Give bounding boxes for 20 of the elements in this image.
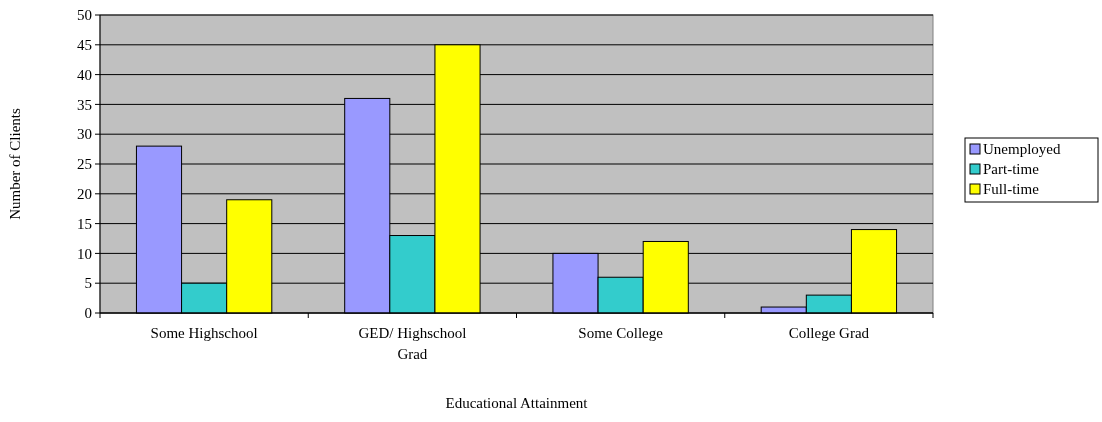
y-tick-label: 0 [84, 305, 92, 322]
x-tick-label: Some College [578, 325, 664, 341]
x-tick-label: GED/ Highschool Grad [358, 325, 467, 362]
y-tick-label: 5 [84, 275, 92, 292]
y-tick-label: 20 [77, 186, 92, 203]
y-tick-label: 15 [77, 215, 92, 232]
y-tick-label: 45 [77, 37, 92, 54]
legend-label: Full-time [983, 181, 1040, 198]
x-tick-label: Some Highschool [150, 325, 258, 341]
x-axis-title: Educational Attainment [445, 395, 589, 411]
y-tick-label: 35 [77, 96, 92, 113]
y-tick-label: 10 [77, 245, 92, 262]
legend-label: Part-time [983, 161, 1040, 178]
legend-label: Unemployed [983, 141, 1061, 158]
y-axis-title: Number of Clients [7, 108, 23, 220]
y-tick-label: 30 [77, 126, 92, 143]
y-tick-label: 25 [77, 156, 92, 173]
x-tick-label: College Grad [788, 325, 870, 341]
y-tick-label: 50 [77, 7, 92, 24]
y-tick-label: 40 [77, 66, 92, 83]
